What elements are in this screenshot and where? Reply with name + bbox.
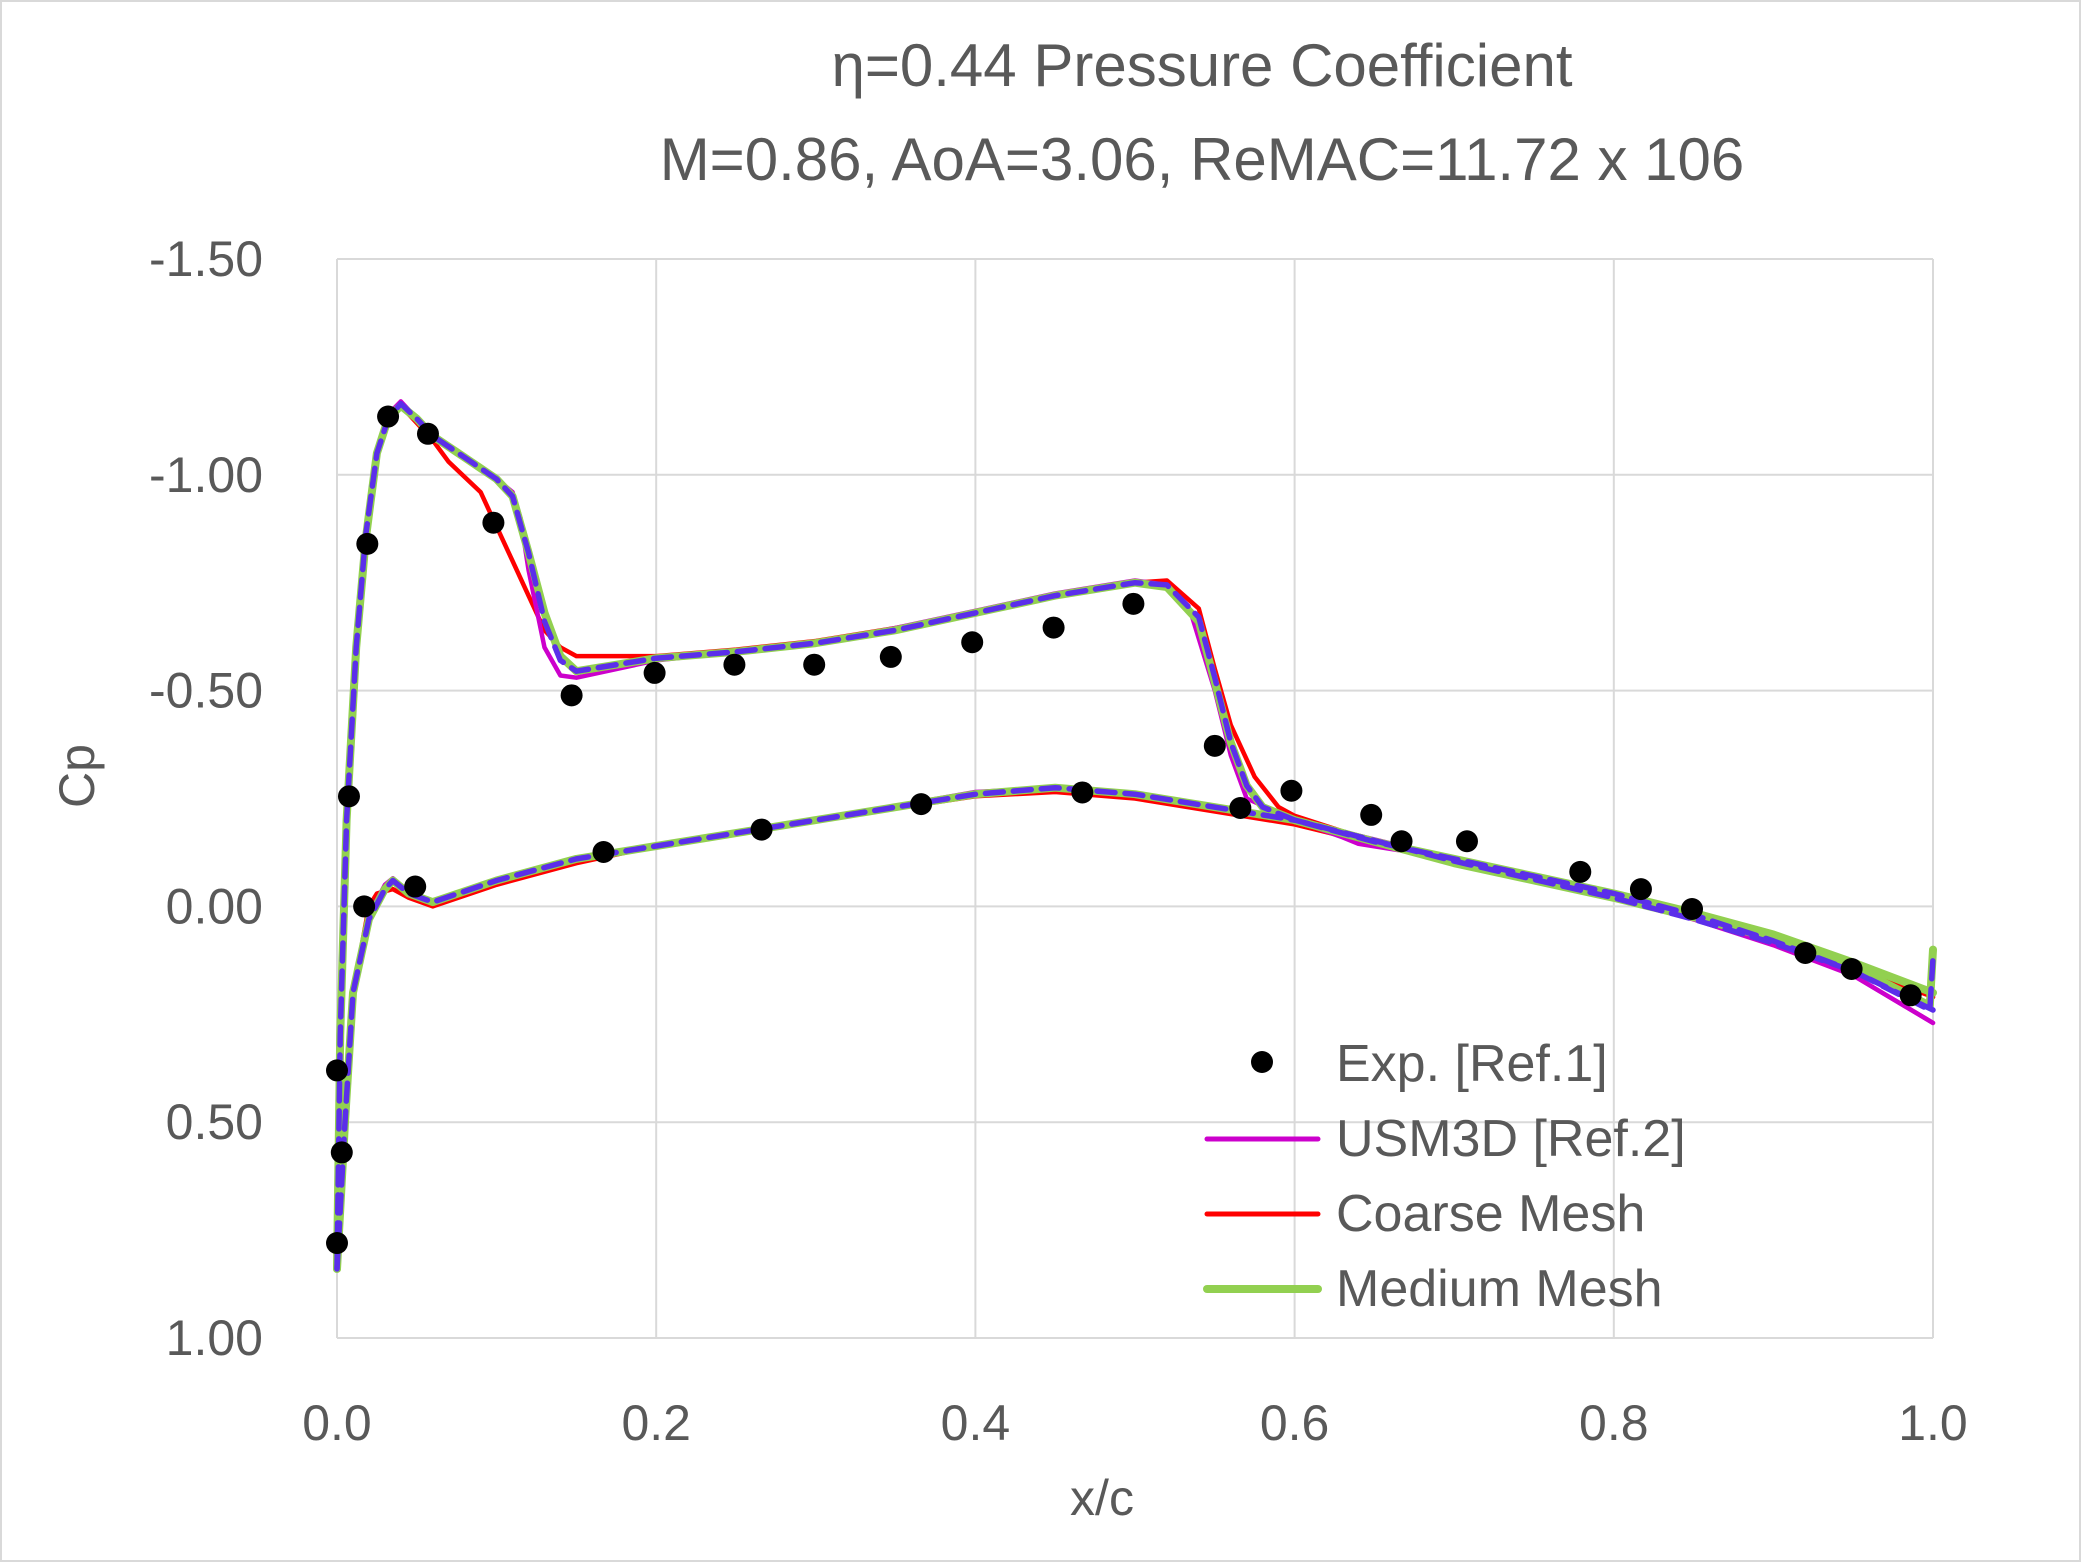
legend-label-exp-ref-1: Exp. [Ref.1] xyxy=(1336,1035,1608,1093)
legend-label-coarse-mesh: Coarse Mesh xyxy=(1336,1185,1645,1243)
y-tick-label: 0.00 xyxy=(166,878,263,934)
x-axis-ticks: 0.0 0.2 0.4 0.6 0.8 1.0 xyxy=(302,1395,1968,1451)
exp-data-point xyxy=(750,818,773,841)
x-tick-label: 0.8 xyxy=(1579,1395,1649,1451)
exp-data-point xyxy=(1042,616,1065,639)
chart-title-line-2: M=0.86, AoA=3.06, ReMAC=11.72 x 106 xyxy=(660,126,1745,193)
exp-data-point xyxy=(416,422,439,445)
exp-data-point xyxy=(1390,830,1413,853)
x-tick-label: 0.4 xyxy=(941,1395,1011,1451)
gridlines xyxy=(336,258,1934,1339)
exp-data-point xyxy=(330,1141,353,1164)
exp-data-point xyxy=(1569,860,1592,883)
y-tick-label: -0.50 xyxy=(149,663,263,719)
exp-data-point xyxy=(1071,781,1094,804)
y-axis-ticks: -1.50 -1.00 -0.50 0.00 0.50 1.00 xyxy=(149,231,263,1366)
exp-data-point xyxy=(1455,830,1478,853)
exp-data-point xyxy=(1280,779,1303,802)
legend-label-medium-mesh: Medium Mesh xyxy=(1336,1260,1663,1318)
legend-marker-exp-ref-1 xyxy=(1251,1051,1273,1073)
x-tick-label: 0.6 xyxy=(1260,1395,1330,1451)
series-layer xyxy=(326,399,1937,1273)
exp-data-point xyxy=(337,785,360,808)
y-tick-label: -1.50 xyxy=(149,231,263,287)
x-tick-label: 0.2 xyxy=(621,1395,691,1451)
exp-data-point xyxy=(326,1059,348,1082)
exp-data-point xyxy=(1122,592,1145,615)
exp-data-point xyxy=(1629,878,1652,901)
exp-data-point xyxy=(879,645,902,668)
exp-data-point xyxy=(560,684,583,707)
y-tick-label: -1.00 xyxy=(149,447,263,503)
chart-title-line-1: η=0.44 Pressure Coefficient xyxy=(831,32,1572,99)
exp-data-point xyxy=(1360,803,1383,826)
exp-data-point xyxy=(1681,897,1704,920)
exp-data-point xyxy=(592,841,615,864)
exp-data-point xyxy=(1229,796,1252,819)
legend-label-usm3d-ref-2: USM3D [Ref.2] xyxy=(1336,1110,1686,1168)
exp-data-point xyxy=(803,653,826,676)
exp-data-point xyxy=(643,661,666,684)
legend: Exp. [Ref.1] USM3D [Ref.2] Coarse Mesh Medi… xyxy=(1203,1035,1686,1318)
x-axis-label: x/c xyxy=(1070,1470,1134,1526)
x-tick-label: 0.0 xyxy=(302,1395,372,1451)
exp-data-point xyxy=(1840,957,1863,980)
y-tick-label: 1.00 xyxy=(166,1310,263,1366)
exp-data-point xyxy=(910,793,933,816)
y-axis-label: Cp xyxy=(49,744,105,808)
exp-data-point xyxy=(482,511,505,534)
exp-data-point xyxy=(326,1232,348,1255)
x-tick-label: 1.0 xyxy=(1898,1395,1968,1451)
exp-data-point xyxy=(1203,734,1226,757)
exp-data-point xyxy=(961,631,984,654)
exp-data-point xyxy=(353,895,376,918)
y-tick-label: 0.50 xyxy=(166,1094,263,1150)
exp-data-point xyxy=(723,653,746,676)
exp-data-point xyxy=(1794,942,1817,965)
dashed-series-lower-line xyxy=(334,784,1936,1272)
exp-data-point xyxy=(404,875,427,898)
exp-data-point xyxy=(1899,984,1922,1007)
exp-data-point xyxy=(356,532,379,555)
exp-data-point xyxy=(377,405,400,428)
